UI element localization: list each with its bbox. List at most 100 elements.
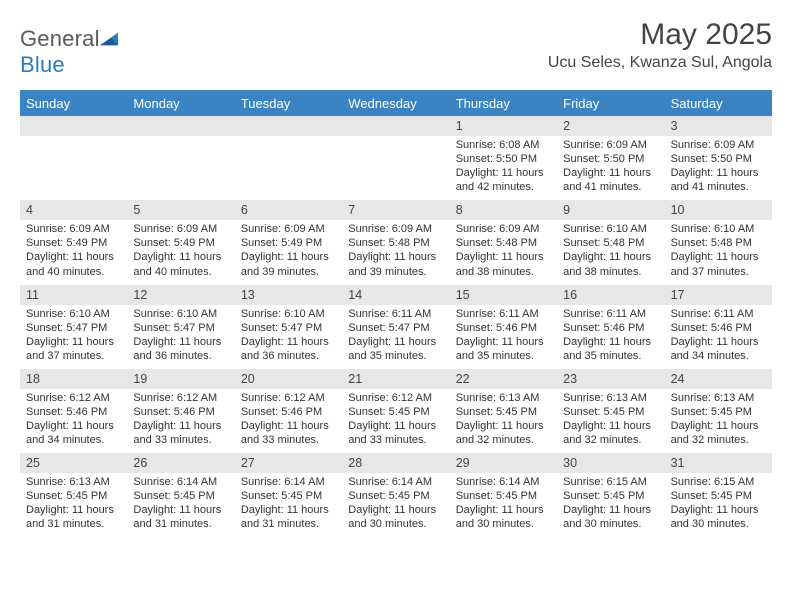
day-cell: Sunrise: 6:12 AMSunset: 5:45 PMDaylight:… bbox=[342, 389, 449, 453]
day-cell bbox=[342, 136, 449, 200]
day-cell: Sunrise: 6:09 AMSunset: 5:50 PMDaylight:… bbox=[665, 136, 772, 200]
day-cell: Sunrise: 6:09 AMSunset: 5:49 PMDaylight:… bbox=[127, 220, 234, 284]
weekday-header: Saturday bbox=[665, 92, 772, 116]
location: Ucu Seles, Kwanza Sul, Angola bbox=[548, 54, 772, 72]
date-number: 10 bbox=[665, 200, 772, 220]
date-number-row: 11121314151617 bbox=[20, 285, 772, 305]
date-number: 8 bbox=[450, 200, 557, 220]
day-cell: Sunrise: 6:14 AMSunset: 5:45 PMDaylight:… bbox=[127, 473, 234, 537]
page-header: GeneralBlue May 2025 Ucu Seles, Kwanza S… bbox=[20, 18, 772, 78]
day-cell: Sunrise: 6:09 AMSunset: 5:48 PMDaylight:… bbox=[450, 220, 557, 284]
day-cell: Sunrise: 6:09 AMSunset: 5:49 PMDaylight:… bbox=[20, 220, 127, 284]
date-number-row: 123 bbox=[20, 116, 772, 136]
date-number-row: 18192021222324 bbox=[20, 369, 772, 389]
day-cell bbox=[127, 136, 234, 200]
day-cell: Sunrise: 6:13 AMSunset: 5:45 PMDaylight:… bbox=[20, 473, 127, 537]
date-number: 22 bbox=[450, 369, 557, 389]
day-cell: Sunrise: 6:13 AMSunset: 5:45 PMDaylight:… bbox=[665, 389, 772, 453]
day-cell: Sunrise: 6:15 AMSunset: 5:45 PMDaylight:… bbox=[665, 473, 772, 537]
title-block: May 2025 Ucu Seles, Kwanza Sul, Angola bbox=[548, 18, 772, 72]
date-number: 14 bbox=[342, 285, 449, 305]
day-cell: Sunrise: 6:11 AMSunset: 5:46 PMDaylight:… bbox=[557, 305, 664, 369]
date-data-row: Sunrise: 6:09 AMSunset: 5:49 PMDaylight:… bbox=[20, 220, 772, 284]
date-number bbox=[342, 116, 449, 136]
brand-part1: General bbox=[20, 26, 100, 51]
day-cell: Sunrise: 6:10 AMSunset: 5:48 PMDaylight:… bbox=[665, 220, 772, 284]
calendar-page: GeneralBlue May 2025 Ucu Seles, Kwanza S… bbox=[0, 0, 792, 548]
date-number bbox=[20, 116, 127, 136]
weekday-header-row: SundayMondayTuesdayWednesdayThursdayFrid… bbox=[20, 92, 772, 116]
weekday-header: Tuesday bbox=[235, 92, 342, 116]
weekday-header: Friday bbox=[557, 92, 664, 116]
day-cell: Sunrise: 6:14 AMSunset: 5:45 PMDaylight:… bbox=[342, 473, 449, 537]
date-number: 31 bbox=[665, 453, 772, 473]
brand-sail-icon bbox=[98, 27, 120, 45]
day-cell bbox=[235, 136, 342, 200]
calendar-body: 123Sunrise: 6:08 AMSunset: 5:50 PMDaylig… bbox=[20, 116, 772, 538]
date-number: 27 bbox=[235, 453, 342, 473]
day-cell: Sunrise: 6:13 AMSunset: 5:45 PMDaylight:… bbox=[557, 389, 664, 453]
day-cell bbox=[20, 136, 127, 200]
calendar: SundayMondayTuesdayWednesdayThursdayFrid… bbox=[20, 90, 772, 538]
day-cell: Sunrise: 6:08 AMSunset: 5:50 PMDaylight:… bbox=[450, 136, 557, 200]
date-number: 17 bbox=[665, 285, 772, 305]
day-cell: Sunrise: 6:10 AMSunset: 5:48 PMDaylight:… bbox=[557, 220, 664, 284]
date-data-row: Sunrise: 6:12 AMSunset: 5:46 PMDaylight:… bbox=[20, 389, 772, 453]
date-number: 2 bbox=[557, 116, 664, 136]
date-number: 16 bbox=[557, 285, 664, 305]
day-cell: Sunrise: 6:09 AMSunset: 5:50 PMDaylight:… bbox=[557, 136, 664, 200]
date-number: 5 bbox=[127, 200, 234, 220]
day-cell: Sunrise: 6:15 AMSunset: 5:45 PMDaylight:… bbox=[557, 473, 664, 537]
day-cell: Sunrise: 6:12 AMSunset: 5:46 PMDaylight:… bbox=[20, 389, 127, 453]
day-cell: Sunrise: 6:09 AMSunset: 5:48 PMDaylight:… bbox=[342, 220, 449, 284]
day-cell: Sunrise: 6:12 AMSunset: 5:46 PMDaylight:… bbox=[235, 389, 342, 453]
date-number: 29 bbox=[450, 453, 557, 473]
date-number: 6 bbox=[235, 200, 342, 220]
date-data-row: Sunrise: 6:10 AMSunset: 5:47 PMDaylight:… bbox=[20, 305, 772, 369]
date-number: 24 bbox=[665, 369, 772, 389]
month-title: May 2025 bbox=[548, 18, 772, 52]
date-number: 26 bbox=[127, 453, 234, 473]
date-number-row: 25262728293031 bbox=[20, 453, 772, 473]
date-data-row: Sunrise: 6:08 AMSunset: 5:50 PMDaylight:… bbox=[20, 136, 772, 200]
date-number: 13 bbox=[235, 285, 342, 305]
date-number bbox=[235, 116, 342, 136]
date-number: 21 bbox=[342, 369, 449, 389]
date-data-row: Sunrise: 6:13 AMSunset: 5:45 PMDaylight:… bbox=[20, 473, 772, 537]
weekday-header: Sunday bbox=[20, 92, 127, 116]
date-number: 20 bbox=[235, 369, 342, 389]
date-number-row: 45678910 bbox=[20, 200, 772, 220]
weekday-header: Wednesday bbox=[342, 92, 449, 116]
date-number: 25 bbox=[20, 453, 127, 473]
day-cell: Sunrise: 6:10 AMSunset: 5:47 PMDaylight:… bbox=[127, 305, 234, 369]
date-number: 28 bbox=[342, 453, 449, 473]
date-number: 9 bbox=[557, 200, 664, 220]
date-number: 7 bbox=[342, 200, 449, 220]
day-cell: Sunrise: 6:11 AMSunset: 5:47 PMDaylight:… bbox=[342, 305, 449, 369]
date-number: 19 bbox=[127, 369, 234, 389]
day-cell: Sunrise: 6:14 AMSunset: 5:45 PMDaylight:… bbox=[235, 473, 342, 537]
day-cell: Sunrise: 6:13 AMSunset: 5:45 PMDaylight:… bbox=[450, 389, 557, 453]
date-number: 18 bbox=[20, 369, 127, 389]
brand-text: GeneralBlue bbox=[20, 26, 120, 78]
date-number: 11 bbox=[20, 285, 127, 305]
weekday-header: Thursday bbox=[450, 92, 557, 116]
day-cell: Sunrise: 6:11 AMSunset: 5:46 PMDaylight:… bbox=[665, 305, 772, 369]
day-cell: Sunrise: 6:14 AMSunset: 5:45 PMDaylight:… bbox=[450, 473, 557, 537]
day-cell: Sunrise: 6:10 AMSunset: 5:47 PMDaylight:… bbox=[20, 305, 127, 369]
weekday-header: Monday bbox=[127, 92, 234, 116]
day-cell: Sunrise: 6:11 AMSunset: 5:46 PMDaylight:… bbox=[450, 305, 557, 369]
date-number: 15 bbox=[450, 285, 557, 305]
date-number bbox=[127, 116, 234, 136]
date-number: 1 bbox=[450, 116, 557, 136]
brand-logo: GeneralBlue bbox=[20, 18, 120, 78]
date-number: 4 bbox=[20, 200, 127, 220]
day-cell: Sunrise: 6:10 AMSunset: 5:47 PMDaylight:… bbox=[235, 305, 342, 369]
date-number: 23 bbox=[557, 369, 664, 389]
day-cell: Sunrise: 6:09 AMSunset: 5:49 PMDaylight:… bbox=[235, 220, 342, 284]
date-number: 12 bbox=[127, 285, 234, 305]
day-cell: Sunrise: 6:12 AMSunset: 5:46 PMDaylight:… bbox=[127, 389, 234, 453]
date-number: 3 bbox=[665, 116, 772, 136]
date-number: 30 bbox=[557, 453, 664, 473]
brand-part2: Blue bbox=[20, 52, 65, 77]
